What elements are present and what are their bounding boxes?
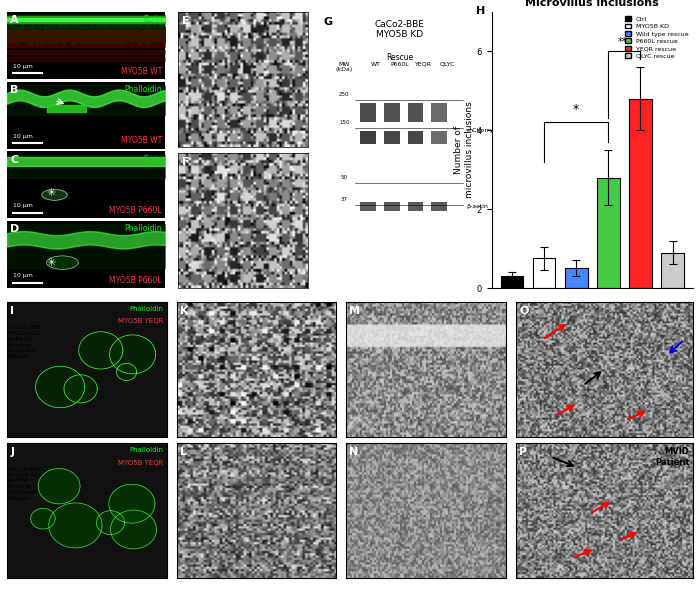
Polygon shape xyxy=(111,510,157,549)
Text: N: N xyxy=(349,447,358,457)
Text: J: J xyxy=(10,447,14,457)
Text: mCherry: mCherry xyxy=(466,128,494,133)
Polygon shape xyxy=(110,335,155,374)
Bar xyxy=(533,258,555,288)
Bar xyxy=(384,130,400,145)
Text: Ezrin: Ezrin xyxy=(143,155,162,163)
Text: 10 μm: 10 μm xyxy=(13,133,33,139)
Polygon shape xyxy=(42,189,67,200)
Text: MYO5B YEQR: MYO5B YEQR xyxy=(118,460,164,466)
Polygon shape xyxy=(108,484,155,523)
Bar xyxy=(407,202,424,211)
Polygon shape xyxy=(116,363,136,381)
Text: P660L: P660L xyxy=(390,61,409,67)
Text: M: M xyxy=(349,306,360,316)
Y-axis label: Number of
microvillus inclusions: Number of microvillus inclusions xyxy=(454,101,474,198)
Bar xyxy=(407,130,424,145)
Text: MYO5B P660L: MYO5B P660L xyxy=(109,206,162,215)
Bar xyxy=(500,276,524,288)
Text: 250: 250 xyxy=(339,93,349,97)
Text: H: H xyxy=(475,6,485,17)
Text: Phalloidin: Phalloidin xyxy=(130,447,164,454)
Text: 37: 37 xyxy=(341,198,348,202)
Text: *: * xyxy=(573,103,580,116)
Text: L: L xyxy=(180,447,187,457)
Text: WT: WT xyxy=(371,61,381,67)
Bar xyxy=(662,253,684,288)
Text: ✳: ✳ xyxy=(47,188,56,198)
Text: CaCo2-BBE
MYO5B KD: CaCo2-BBE MYO5B KD xyxy=(374,20,425,40)
Polygon shape xyxy=(36,366,85,408)
Polygon shape xyxy=(64,375,97,403)
Polygon shape xyxy=(38,468,80,504)
Text: MYO5B WT: MYO5B WT xyxy=(121,136,162,145)
Text: F: F xyxy=(182,157,190,167)
Text: Ezrin: Ezrin xyxy=(143,15,162,24)
Polygon shape xyxy=(47,256,78,269)
Text: Phalloidin: Phalloidin xyxy=(130,306,164,312)
Bar xyxy=(565,268,587,288)
Text: MYO5B YEQR: MYO5B YEQR xyxy=(118,318,164,324)
Text: G: G xyxy=(323,17,332,27)
Text: Phalloidin: Phalloidin xyxy=(125,224,162,234)
Text: I: I xyxy=(10,306,14,316)
Text: ✳: ✳ xyxy=(47,258,56,268)
Text: β-actin: β-actin xyxy=(466,204,488,209)
Text: B: B xyxy=(10,85,18,95)
Bar xyxy=(384,103,400,122)
Text: A: A xyxy=(10,15,19,25)
Text: Rescue: Rescue xyxy=(386,53,413,62)
Text: C: C xyxy=(10,155,18,165)
Text: ***: *** xyxy=(617,37,631,47)
Text: MYO5B WT: MYO5B WT xyxy=(121,67,162,76)
Text: Phalloidin: Phalloidin xyxy=(125,85,162,94)
Text: CaCo2-BBE
MYO5B KD
RAB11A
Binding
Deficient
Rescue: CaCo2-BBE MYO5B KD RAB11A Binding Defici… xyxy=(7,325,42,359)
Polygon shape xyxy=(79,332,123,369)
Bar xyxy=(431,202,447,211)
Bar xyxy=(597,178,620,288)
Text: K: K xyxy=(180,306,188,316)
Text: 150: 150 xyxy=(339,120,349,125)
Bar xyxy=(360,103,376,122)
Text: D: D xyxy=(10,224,20,234)
Text: QLYC: QLYC xyxy=(440,61,455,67)
Bar xyxy=(431,130,447,145)
Text: O: O xyxy=(519,306,528,316)
Text: 50: 50 xyxy=(341,175,348,181)
Text: MW
(kDa): MW (kDa) xyxy=(335,61,353,73)
Bar xyxy=(431,103,447,122)
Bar xyxy=(360,130,376,145)
Text: YEQR: YEQR xyxy=(415,61,432,67)
Polygon shape xyxy=(49,503,102,548)
Text: P: P xyxy=(519,447,527,457)
Text: MYO5B P660L: MYO5B P660L xyxy=(109,276,162,285)
Text: E: E xyxy=(182,16,190,26)
Polygon shape xyxy=(97,511,125,535)
Text: 10 μm: 10 μm xyxy=(13,64,33,69)
Bar xyxy=(407,103,424,122)
Title: Microvillus inclusions: Microvillus inclusions xyxy=(526,0,659,8)
Text: 10 μm: 10 μm xyxy=(13,273,33,278)
Bar xyxy=(384,202,400,211)
Text: MVID
Patient: MVID Patient xyxy=(655,447,690,467)
Text: 10 μm: 10 μm xyxy=(13,204,33,208)
Legend: Ctrl, MYO5B KD, Wild type rescue, P660L rescue, YEQR rescue, QLYC rescue: Ctrl, MYO5B KD, Wild type rescue, P660L … xyxy=(624,15,690,60)
Bar xyxy=(629,99,652,288)
Polygon shape xyxy=(31,509,55,529)
Bar xyxy=(360,202,376,211)
Text: CaCo2-BBE
MYO5B KD
RAB8A
Binding
Deficient
Rescue: CaCo2-BBE MYO5B KD RAB8A Binding Deficie… xyxy=(7,467,42,501)
